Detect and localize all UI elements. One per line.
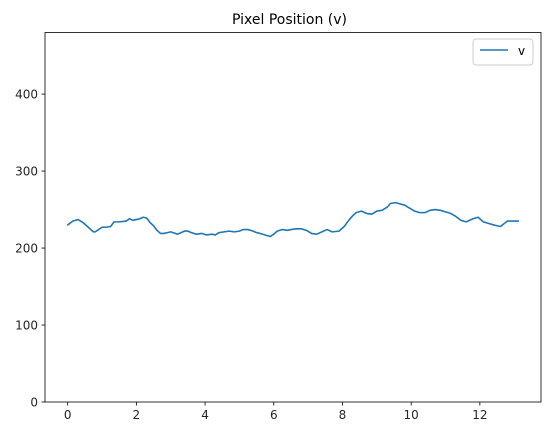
axes-frame <box>44 32 542 403</box>
x-tick-label: 6 <box>270 408 278 422</box>
legend-label: v <box>518 44 525 58</box>
x-tick-label: 0 <box>64 408 72 422</box>
y-tick-label: 200 <box>15 241 38 255</box>
y-tick-label: 400 <box>15 87 38 101</box>
y-tick-label: 100 <box>15 318 38 332</box>
x-tick-label: 4 <box>201 408 209 422</box>
y-tick-label: 300 <box>15 164 38 178</box>
legend-box <box>472 38 534 66</box>
chart-title: Pixel Position (v) <box>232 12 347 28</box>
series-line-v <box>66 201 520 238</box>
legend: v <box>472 38 534 66</box>
x-tick-label: 10 <box>404 408 419 422</box>
x-tick-label: 2 <box>133 408 141 422</box>
y-axis: 0 100 200 300 400 <box>15 87 45 409</box>
x-tick-label: 12 <box>472 408 487 422</box>
plot-area <box>66 201 520 238</box>
y-tick-label: 0 <box>30 395 38 409</box>
x-axis: 0 2 4 6 8 10 12 <box>64 402 487 422</box>
x-tick-label: 8 <box>339 408 347 422</box>
